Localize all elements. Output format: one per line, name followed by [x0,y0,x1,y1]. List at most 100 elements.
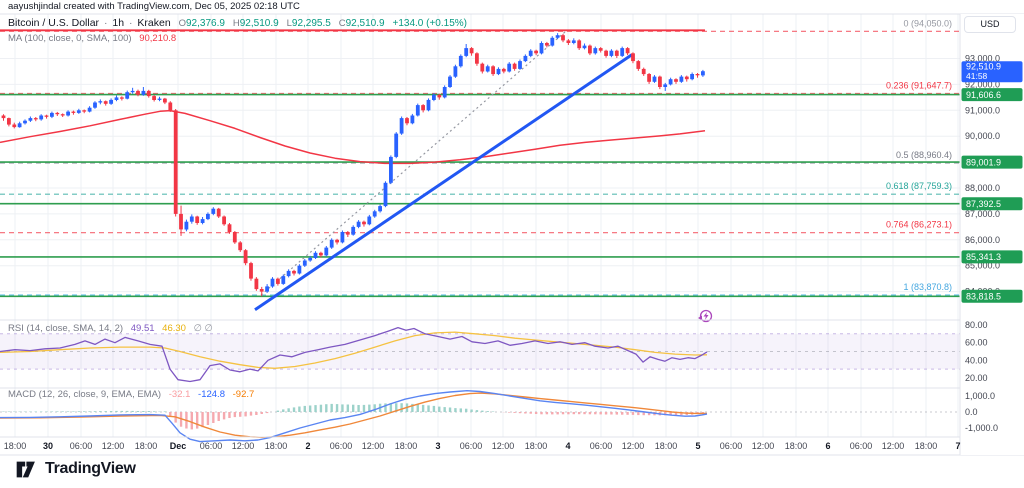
candle-body[interactable] [480,63,485,72]
candle-body[interactable] [146,90,151,97]
candle-body[interactable] [173,110,178,214]
candle-body[interactable] [324,247,329,256]
candle-body[interactable] [120,97,124,99]
candle-body[interactable] [302,260,307,266]
candle-body[interactable] [356,221,361,227]
price-line-badge[interactable] [961,155,1023,169]
candle-body[interactable] [383,182,388,207]
candle-body[interactable] [609,50,614,56]
ma-legend[interactable]: MA (100, close, 0, SMA, 100) 90,210.8 [8,33,176,44]
candle-body[interactable] [17,123,22,128]
chart-canvas[interactable]: 0 (94,050.0) 0.236 (91,647.7) 0.5 (88,960.… [0,0,1024,456]
candle-body[interactable] [163,98,167,103]
candle-body[interactable] [518,61,522,69]
candle-body[interactable] [501,68,506,72]
candle-body[interactable] [259,289,264,292]
candle-body[interactable] [93,102,97,108]
candle-body[interactable] [114,97,119,100]
candle-body[interactable] [426,99,431,111]
candle-body[interactable] [136,90,140,95]
candle-body[interactable] [152,96,156,100]
candle-body[interactable] [211,208,216,214]
candle-body[interactable] [216,208,221,217]
candle-body[interactable] [157,98,162,100]
candle-body[interactable] [50,112,54,117]
candle-body[interactable] [238,242,243,251]
candle-body[interactable] [109,99,113,104]
candle-body[interactable] [141,90,146,95]
candle-body[interactable] [421,105,425,111]
candle-body[interactable] [66,111,70,116]
candle-body[interactable] [604,50,608,56]
currency-selector[interactable]: USD [964,16,1016,33]
candle-body[interactable] [399,118,404,134]
candle-body[interactable] [308,257,313,261]
candle-body[interactable] [432,94,436,100]
candle-body[interactable] [60,114,65,116]
candle-body[interactable] [362,221,366,225]
candle-body[interactable] [582,45,587,49]
candle-body[interactable] [270,278,275,287]
candle-body[interactable] [297,265,302,274]
candle-body[interactable] [442,87,447,98]
candle-body[interactable] [415,105,420,116]
candle-body[interactable] [227,224,232,233]
candle-body[interactable] [292,270,296,274]
candle-body[interactable] [437,94,442,98]
candle-body[interactable] [200,219,205,223]
symbol-title[interactable]: Bitcoin / U.S. Dollar [8,17,100,29]
candle-body[interactable] [125,92,130,99]
candle-body[interactable] [636,61,641,69]
candle-body[interactable] [12,124,17,128]
candle-body[interactable] [254,278,259,290]
candle-body[interactable] [528,50,533,56]
tradingview-logo[interactable]: TradingView [16,460,136,478]
macd-legend[interactable]: MACD (12, 26, close, 9, EMA, EMA) -32.1 … [8,389,254,400]
candle-body[interactable] [507,63,512,72]
candle-body[interactable] [577,40,582,49]
candle-body[interactable] [378,206,382,212]
candle-body[interactable] [631,53,635,62]
candle-body[interactable] [76,110,81,113]
candle-body[interactable] [641,68,646,75]
candle-body[interactable] [130,90,135,93]
candle-body[interactable] [555,35,560,38]
candle-body[interactable] [329,239,334,248]
candle-body[interactable] [545,43,549,46]
candle-body[interactable] [674,79,678,82]
candle-body[interactable] [598,48,603,51]
candle-body[interactable] [658,76,662,87]
price-line-badge[interactable] [961,289,1023,303]
candle-body[interactable] [679,76,684,82]
candle-body[interactable] [222,216,226,225]
candle-body[interactable] [184,221,189,230]
candle-body[interactable] [485,66,490,72]
candle-body[interactable] [620,48,625,56]
candle-body[interactable] [593,48,598,54]
candle-body[interactable] [98,101,103,103]
candle-body[interactable] [367,216,372,225]
candle-body[interactable] [405,118,409,124]
candle-body[interactable] [647,74,651,82]
rsi-legend[interactable]: RSI (14, close, SMA, 14, 2) 49.51 46.30 … [8,323,213,334]
candle-body[interactable] [276,278,280,284]
candle-body[interactable] [668,79,673,85]
candle-body[interactable] [534,50,538,54]
candle-body[interactable] [82,110,87,112]
candle-body[interactable] [512,63,517,69]
candle-body[interactable] [372,211,377,217]
candle-body[interactable] [496,68,501,75]
interval-label[interactable]: 1h [112,17,125,29]
candle-body[interactable] [491,66,495,75]
candle-body[interactable] [652,76,657,82]
last-price-badge[interactable] [961,61,1023,83]
price-line-badge[interactable] [961,197,1023,211]
candle-body[interactable] [345,232,350,235]
candle-body[interactable] [195,216,200,224]
candle-body[interactable] [695,74,700,76]
candle-body[interactable] [351,226,356,235]
candle-body[interactable] [335,239,339,243]
candle-body[interactable] [28,118,33,121]
candle-body[interactable] [571,40,576,43]
candle-body[interactable] [39,115,44,120]
